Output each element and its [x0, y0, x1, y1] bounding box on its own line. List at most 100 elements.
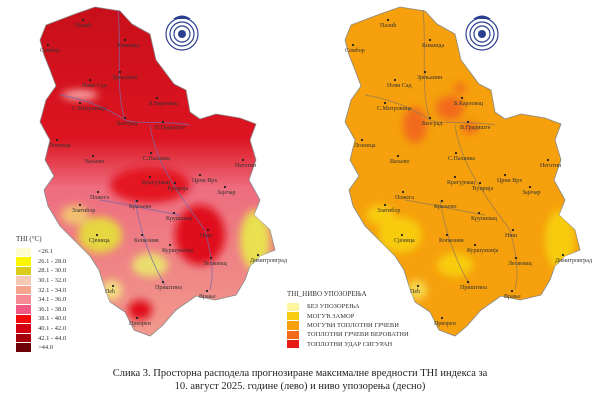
legend-swatch [16, 295, 31, 305]
city-label: Призрен [434, 321, 457, 327]
city-dot [95, 233, 99, 237]
city-marker: В.Градиште [460, 120, 491, 131]
city-dot [428, 116, 432, 120]
city-marker: Златибор [377, 203, 400, 214]
caption-line-1: Слика 3. Просторна расподела прогнозиран… [112, 368, 488, 379]
city-marker: Лесковац [203, 256, 228, 267]
city-marker: Пећ [410, 284, 420, 295]
city-marker: Призрен [434, 316, 457, 327]
city-dot [445, 233, 449, 237]
legend-item: >44.0 [16, 343, 66, 353]
legend-item: МОГУЋИ ТОПЛОТНИ ГРЧЕВИ [287, 321, 409, 330]
city-label: С.Митровица [72, 106, 107, 112]
legend-swatch [287, 302, 299, 311]
city-dot [46, 43, 50, 47]
city-marker: Неготин [540, 158, 562, 169]
legend-swatch [287, 330, 299, 340]
city-marker: Врање [199, 289, 216, 300]
city-dot [55, 138, 59, 142]
city-dot [135, 199, 139, 203]
legend-item: 40.1 - 42.0 [16, 324, 66, 334]
legend-item: ТОПЛОТНИ ГРЧЕВИ ВЕРОВАТНИ [287, 330, 409, 340]
legend-swatch [16, 343, 31, 353]
legend-label: >44.0 [38, 344, 54, 352]
rivers [59, 9, 213, 291]
city-label: Нови Сад [82, 83, 107, 89]
legend-label: 28.1 - 30.0 [38, 267, 67, 275]
city-dot [172, 211, 176, 215]
legend-label: ТОПЛОТНИ УДАР СИГУРАН [307, 340, 393, 348]
city-marker: Златибор [72, 203, 95, 214]
legend-label: 30.1 - 32.0 [38, 277, 67, 285]
city-dot [123, 38, 127, 42]
city-label: Крушевац [166, 216, 193, 222]
city-label: Ћуприја [167, 186, 189, 192]
city-marker: Пожега [395, 190, 414, 201]
city-label: Приштина [155, 285, 182, 291]
city-label: Призрен [129, 321, 152, 327]
warning-map-area [344, 6, 581, 337]
legend-label: 40.1 - 42.0 [38, 325, 67, 333]
city-label: Ћуприја [472, 186, 494, 192]
city-dot [206, 228, 210, 232]
city-marker: С.Паланка [448, 151, 475, 162]
legend-swatch [16, 257, 31, 266]
legend-swatch [16, 247, 31, 257]
city-label: Зајечар [522, 190, 541, 196]
city-marker: Црни Врх [497, 173, 522, 184]
city-marker: Сјеница [89, 233, 110, 244]
city-label: Ваљево [390, 159, 409, 165]
city-marker: Сомбор [40, 43, 60, 54]
legend-label: МОГУЋ ЗАМОР [307, 312, 355, 320]
city-dot [223, 185, 227, 189]
city-label: Неготин [235, 163, 257, 169]
legend-item: ТОПЛОТНИ УДАР СИГУРАН [287, 340, 409, 349]
city-label: Пожега [90, 195, 109, 201]
city-label: Приштина [460, 285, 487, 291]
city-marker: Лесковац [508, 256, 533, 267]
legend-item: 36.1 - 38.0 [16, 305, 66, 315]
city-dot [466, 280, 470, 284]
city-marker: Нови Сад [82, 78, 107, 89]
city-dot [88, 78, 92, 82]
city-marker: Ваљево [390, 154, 409, 165]
city-marker: Сомбор [345, 43, 365, 54]
city-dot [393, 78, 397, 82]
city-label: Црни Врх [497, 178, 522, 184]
legend-label: ТОПЛОТНИ ГРЧЕВИ ВЕРОВАТНИ [307, 331, 409, 339]
city-marker: Врање [504, 289, 521, 300]
city-label: Сомбор [345, 47, 365, 54]
city-label: Палић [380, 22, 396, 29]
city-marker: Кикинда [117, 38, 140, 49]
city-label: Куршумлија [467, 248, 499, 254]
city-marker: Приштина [460, 280, 487, 291]
city-dot [478, 181, 482, 185]
legend-label: МОГУЋИ ТОПЛОТНИ ГРЧЕВИ [307, 321, 399, 329]
legend-item: 32.1 - 34.0 [16, 285, 66, 295]
legend-swatch [16, 285, 31, 295]
city-dot [466, 120, 470, 124]
city-dot [514, 256, 518, 260]
city-dot [78, 101, 82, 105]
city-dot [428, 38, 432, 42]
city-label: Сомбор [40, 47, 60, 54]
city-marker: Београд [422, 116, 442, 127]
rhmz-logo-left [165, 15, 199, 51]
city-dot [546, 158, 550, 162]
city-dot [511, 228, 515, 232]
city-marker: Зајечар [217, 185, 236, 196]
city-dot [383, 203, 387, 207]
city-label: С.Паланка [143, 156, 170, 162]
city-marker: Палић [380, 18, 396, 29]
city-dot [440, 199, 444, 203]
city-dot [454, 151, 458, 155]
city-marker: Куршумлија [162, 243, 194, 254]
city-label: Пећ [105, 288, 115, 295]
city-label: Лесковац [508, 261, 533, 267]
city-marker: Крагујевац [447, 175, 476, 186]
city-dot [477, 211, 481, 215]
legend-label: 34.1 - 36.0 [38, 296, 67, 304]
city-label: Крушевац [471, 216, 498, 222]
city-marker: Ћуприја [472, 181, 494, 192]
city-marker: Београд [117, 116, 137, 127]
